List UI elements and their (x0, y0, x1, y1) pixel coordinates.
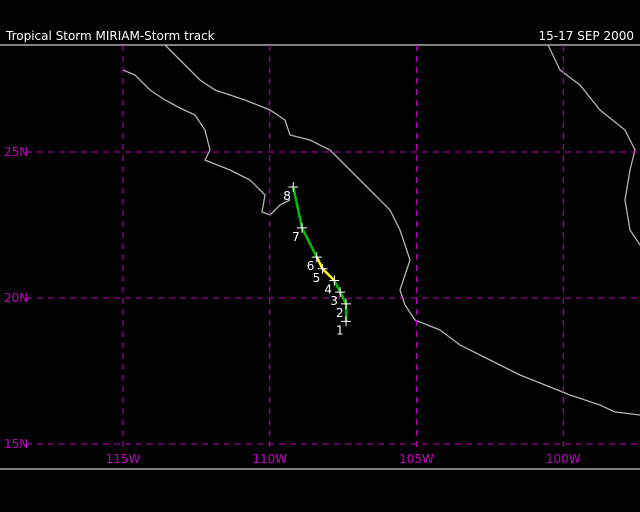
track-point (335, 287, 346, 298)
date: 15-17 SEP 2000 (539, 29, 634, 43)
track-segment (321, 267, 336, 282)
longitude-label: 105W (399, 452, 434, 466)
track-segment (300, 227, 318, 258)
track-point (317, 263, 328, 274)
gulf-coast (547, 44, 640, 246)
track-segment (333, 279, 342, 293)
coastline (122, 44, 640, 416)
track-point (288, 182, 299, 193)
track-point (311, 252, 322, 263)
longitude-label: 115W (106, 452, 141, 466)
track-segment (292, 186, 304, 229)
track-point-label: 7 (292, 230, 300, 244)
mainland-coast (164, 44, 640, 416)
track-point-label: 1 (336, 323, 344, 337)
track-point (341, 298, 352, 309)
track-point-label: 8 (283, 189, 291, 203)
track-point-label: 6 (307, 259, 315, 273)
latitude-label: 25N (4, 145, 28, 159)
longitude-label: 110W (252, 452, 287, 466)
track-point (341, 316, 352, 327)
latitude-label: 15N (4, 437, 28, 451)
track-point-label: 3 (330, 294, 338, 308)
track-point (297, 222, 308, 233)
latitude-label: 20N (4, 291, 28, 305)
track-segment (315, 256, 324, 270)
track-point-label: 2 (336, 306, 344, 320)
track-point (329, 275, 340, 286)
longitude-label: 100W (546, 452, 581, 466)
track-segment (339, 291, 348, 305)
track-point-label: 4 (324, 282, 332, 296)
baja-west-coast (122, 69, 291, 216)
track-point-label: 5 (313, 271, 321, 285)
title: Tropical Storm MIRIAM-Storm track (5, 29, 215, 43)
